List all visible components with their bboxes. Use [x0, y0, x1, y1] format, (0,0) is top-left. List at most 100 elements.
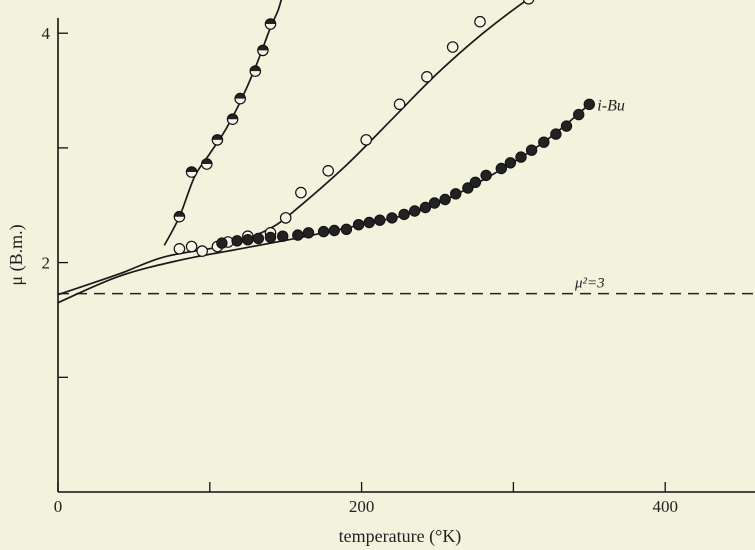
data-point	[525, 144, 538, 156]
data-point	[279, 212, 292, 224]
marker-fill	[504, 157, 517, 169]
x-tick-label: 0	[54, 497, 63, 516]
marker-fill	[264, 231, 277, 244]
data-point	[446, 41, 459, 53]
data-point	[419, 201, 432, 214]
data-point	[242, 233, 254, 246]
data-point	[185, 166, 198, 178]
marker-outline	[234, 92, 246, 105]
data-point	[292, 229, 304, 241]
y-tick-label: 4	[42, 24, 51, 43]
marker-fill	[522, 0, 535, 5]
reference-lines: μ²=35μ²=3	[58, 271, 755, 295]
data-point	[264, 18, 277, 30]
marker-fill	[439, 193, 451, 206]
data-point	[196, 245, 208, 257]
data-point	[201, 158, 213, 170]
marker-fill	[515, 151, 527, 163]
data-point	[216, 237, 228, 249]
marker-fill	[173, 243, 186, 255]
data-point	[374, 214, 386, 226]
data-point	[317, 225, 330, 238]
data-point	[409, 205, 421, 217]
data-point	[360, 134, 373, 146]
marker-fill	[550, 128, 562, 140]
marker-fill	[393, 98, 406, 111]
series-label: i-Bu	[597, 97, 625, 114]
marker-fill	[317, 225, 330, 238]
data-point	[421, 71, 433, 83]
marker-fill	[185, 240, 198, 253]
marker-fill	[495, 162, 507, 175]
data-points	[173, 0, 595, 257]
data-point	[522, 0, 535, 5]
marker-fill	[469, 176, 482, 189]
marker-fill	[421, 71, 433, 83]
data-point	[173, 243, 186, 255]
data-point	[340, 223, 353, 236]
data-point	[583, 98, 595, 111]
data-point	[211, 134, 224, 146]
marker-fill	[302, 227, 315, 239]
y-axis-title: μ (B.m.)	[6, 224, 27, 285]
data-point	[257, 44, 269, 57]
marker-outline	[211, 134, 224, 146]
marker-outline	[185, 166, 198, 178]
marker-fill	[352, 218, 365, 231]
fit-curves	[57, 0, 590, 304]
marker-outline	[264, 18, 277, 30]
x-axis-title: temperature (°K)	[339, 526, 462, 547]
data-point	[560, 120, 573, 132]
data-point	[234, 92, 246, 105]
marker-fill	[419, 201, 432, 214]
marker-fill	[450, 188, 462, 200]
data-point	[264, 231, 277, 244]
data-point	[439, 193, 451, 206]
marker-fill	[277, 230, 289, 242]
marker-fill	[446, 41, 459, 53]
marker-outline	[173, 210, 186, 223]
fit-curve	[57, 103, 590, 304]
data-point	[363, 216, 375, 229]
data-point	[573, 108, 585, 121]
data-point	[295, 186, 307, 199]
data-point	[386, 212, 398, 224]
data-point	[398, 208, 410, 221]
marker-outline	[257, 44, 269, 57]
marker-fill	[583, 98, 595, 111]
data-point	[226, 113, 239, 125]
marker-fill	[360, 134, 373, 146]
marker-outline	[201, 158, 213, 170]
reference-label: μ²=3	[574, 276, 605, 292]
data-point	[474, 15, 486, 28]
data-point	[495, 162, 507, 175]
reference-label-bg	[569, 271, 637, 292]
marker-fill	[480, 169, 492, 182]
data-point	[328, 224, 340, 237]
marker-fill	[374, 214, 386, 226]
marker-fill	[216, 237, 228, 249]
data-point	[252, 232, 265, 245]
marker-fill	[386, 212, 398, 224]
marker-fill	[279, 212, 292, 224]
data-point	[249, 65, 262, 77]
marker-fill	[409, 205, 421, 217]
marker-fill	[363, 216, 375, 229]
marker-fill	[196, 245, 208, 257]
x-tick-label: 400	[652, 497, 678, 516]
data-point	[450, 188, 462, 200]
data-point	[515, 151, 527, 163]
marker-fill	[428, 197, 441, 209]
marker-fill	[462, 182, 474, 194]
data-point	[185, 240, 198, 253]
marker-outline	[226, 113, 239, 125]
y-tick-label: 2	[42, 254, 51, 273]
marker-fill	[398, 208, 410, 221]
marker-fill	[252, 232, 265, 245]
marker-fill	[538, 136, 550, 148]
data-point	[231, 235, 243, 247]
series-labels: Pyn-BuMei-Bu	[597, 97, 625, 114]
marker-fill	[295, 186, 307, 199]
data-point	[173, 210, 186, 223]
